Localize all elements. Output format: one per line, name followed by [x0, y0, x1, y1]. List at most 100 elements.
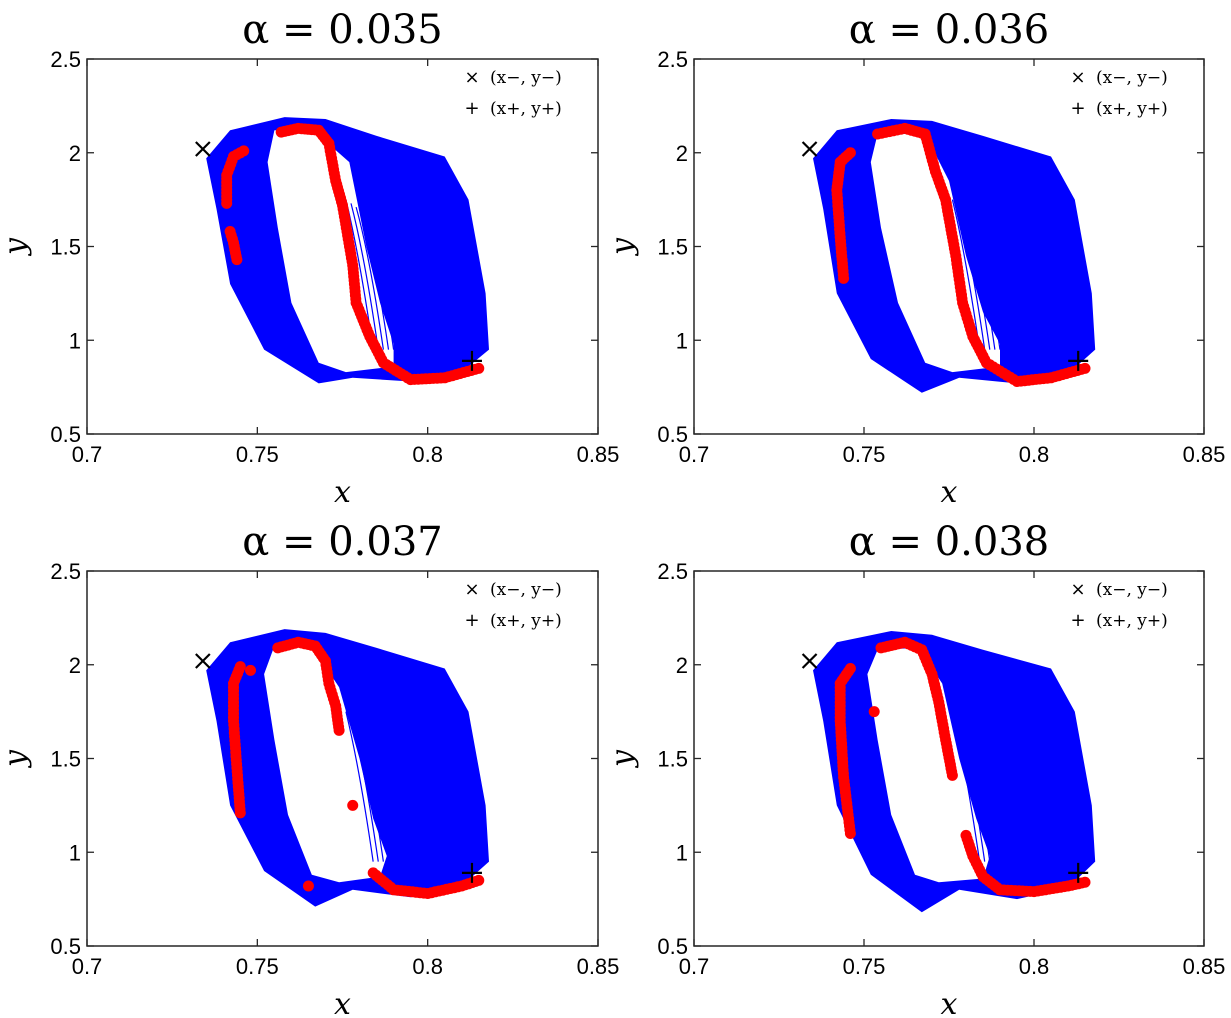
- x-tick-label: 0.85: [1183, 954, 1226, 979]
- y-tick-label: 2: [69, 141, 81, 166]
- legend-cross-icon: ×: [464, 579, 479, 600]
- x-tick-label: 0.75: [236, 954, 279, 979]
- filament-line: [972, 214, 1001, 350]
- legend-entry-minus: (x−, y−): [1096, 580, 1168, 600]
- y-tick-label: 1: [676, 328, 688, 353]
- subplot-1: 0.7 0.75 0.8 0.85 0.5 1 1.5 2 2.5 α = 0.035 x y × (x−…: [0, 7, 619, 510]
- filament-line: [972, 726, 1001, 862]
- fixed-point-plus-marker: [461, 862, 482, 883]
- filament-line: [951, 199, 981, 350]
- y-tick-label: 2.5: [657, 559, 688, 584]
- filament-line: [962, 206, 991, 350]
- red-points: [831, 122, 1091, 387]
- red-points: [834, 636, 1091, 898]
- red-point: [347, 799, 359, 811]
- legend-cross-icon: ×: [464, 67, 479, 88]
- x-axis-label: x: [941, 475, 958, 510]
- x-tick-label: 0.7: [679, 954, 710, 979]
- y-axis-label: y: [605, 749, 640, 769]
- filament-line: [365, 726, 395, 862]
- filament-line: [350, 203, 379, 350]
- plot-area: [813, 631, 1096, 913]
- filament-line: [951, 711, 981, 862]
- subplot-title: α = 0.038: [849, 519, 1049, 565]
- red-point: [245, 664, 257, 676]
- x-tick-label: 0.8: [1019, 442, 1050, 467]
- x-axis-label: x: [941, 987, 958, 1018]
- subplot-4: 0.7 0.75 0.8 0.85 0.5 1 1.5 2 2.5 α = 0.038 x y × (x−…: [605, 519, 1225, 1018]
- red-point: [473, 362, 485, 374]
- y-tick-label: 2.5: [50, 559, 81, 584]
- filament-line: [977, 730, 1006, 862]
- filament-line: [956, 715, 986, 862]
- y-tick-label: 2: [69, 653, 81, 678]
- legend-entry-minus: (x−, y−): [1096, 68, 1168, 88]
- filament-line: [370, 218, 400, 350]
- x-tick-label: 0.85: [577, 442, 620, 467]
- y-axis-label: y: [0, 237, 33, 257]
- red-point: [473, 874, 485, 886]
- filament-line: [345, 711, 374, 862]
- legend-entry-minus: (x−, y−): [490, 580, 562, 600]
- y-tick-label: 1: [69, 840, 81, 865]
- fixed-point-plus-marker: [461, 350, 482, 371]
- attractor-band: [206, 117, 489, 384]
- x-tick-label: 0.85: [1183, 442, 1226, 467]
- red-points: [228, 636, 485, 899]
- attractor-filaments: [345, 711, 400, 862]
- x-tick-label: 0.8: [412, 954, 443, 979]
- filament-line: [967, 210, 996, 350]
- legend-plus-icon: +: [1070, 610, 1085, 631]
- legend-plus-icon: +: [1070, 98, 1085, 119]
- red-point: [234, 661, 246, 673]
- y-tick-label: 1.5: [50, 235, 81, 260]
- legend: × (x−, y−) + (x+, y+): [464, 579, 561, 631]
- subplot-title: α = 0.035: [242, 7, 442, 53]
- subplot-2: 0.7 0.75 0.8 0.85 0.5 1 1.5 2 2.5 α = 0.036 x y × (x−…: [605, 7, 1225, 510]
- filament-line: [967, 722, 996, 862]
- filament-line: [977, 218, 1006, 350]
- x-tick-label: 0.75: [236, 442, 279, 467]
- y-tick-label: 0.5: [50, 934, 81, 959]
- legend: × (x−, y−) + (x+, y+): [1070, 67, 1167, 119]
- attractor-band: [206, 629, 489, 907]
- y-tick-label: 1: [676, 840, 688, 865]
- y-tick-label: 0.5: [657, 934, 688, 959]
- filament-line: [962, 718, 991, 862]
- x-tick-label: 0.85: [577, 954, 620, 979]
- y-tick-label: 1.5: [657, 747, 688, 772]
- y-tick-label: 2.5: [50, 47, 81, 72]
- fixed-point-plus-marker: [1068, 350, 1089, 371]
- x-tick-label: 0.7: [72, 442, 103, 467]
- attractor-filaments: [951, 711, 1006, 862]
- subplot-title: α = 0.037: [242, 519, 442, 565]
- filament-line: [370, 730, 400, 862]
- filament-line: [355, 718, 384, 862]
- legend-entry-plus: (x+, y+): [1096, 611, 1168, 631]
- red-point: [231, 254, 243, 266]
- plot-area: [813, 119, 1096, 393]
- filament-line: [350, 715, 379, 862]
- y-tick-label: 1: [69, 328, 81, 353]
- red-point: [333, 724, 345, 736]
- fixed-point-minus-marker: [801, 653, 818, 669]
- legend-plus-icon: +: [464, 610, 479, 631]
- legend-plus-icon: +: [464, 98, 479, 119]
- legend: × (x−, y−) + (x+, y+): [464, 67, 561, 119]
- y-tick-label: 2: [676, 141, 688, 166]
- legend-cross-icon: ×: [1070, 579, 1085, 600]
- x-tick-label: 0.8: [412, 442, 443, 467]
- legend-entry-plus: (x+, y+): [490, 99, 562, 119]
- plot-area: [206, 117, 489, 386]
- y-tick-label: 1.5: [50, 747, 81, 772]
- plot-area: [206, 629, 489, 907]
- attractor-band: [813, 631, 1096, 913]
- x-axis-label: x: [334, 987, 351, 1018]
- subplot-title: α = 0.036: [849, 7, 1049, 53]
- y-axis-label: y: [0, 749, 33, 769]
- subplot-3: 0.7 0.75 0.8 0.85 0.5 1 1.5 2 2.5 α = 0.037 x y × (x−…: [0, 519, 619, 1018]
- y-axis-label: y: [605, 237, 640, 257]
- y-tick-label: 2.5: [657, 47, 688, 72]
- legend-entry-minus: (x−, y−): [490, 68, 562, 88]
